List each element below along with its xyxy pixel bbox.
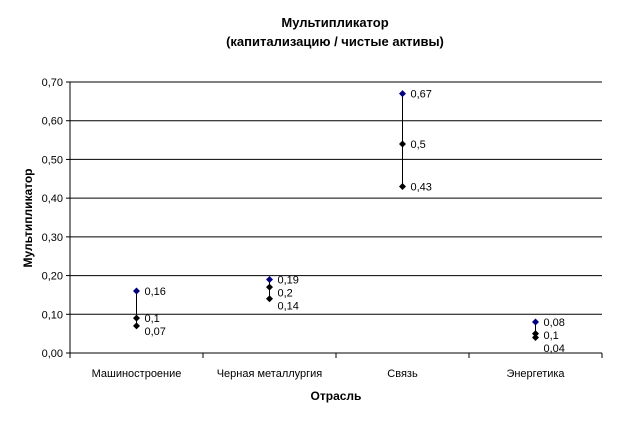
data-point-marker	[399, 90, 406, 98]
data-label: 0,43	[411, 182, 432, 194]
data-label: 0,1	[145, 313, 160, 325]
data-point-marker	[266, 283, 273, 291]
y-tick-label: 0,30	[42, 232, 63, 244]
data-point-marker	[133, 322, 140, 330]
y-tick-label: 0,70	[42, 77, 63, 89]
y-tick-label: 0,40	[42, 193, 63, 205]
x-tick-label: Энергетика	[506, 368, 565, 380]
data-label: 0,1	[544, 330, 559, 342]
y-tick-label: 0,20	[42, 271, 63, 283]
data-label: 0,04	[544, 343, 565, 355]
y-tick-label: 0,60	[42, 116, 63, 128]
data-point-marker	[532, 334, 539, 342]
y-axis-title: Мультипликатор	[21, 168, 35, 267]
data-label: 0,16	[145, 286, 166, 298]
chart-title: Мультипликатор	[281, 15, 388, 30]
data-label: 0,14	[278, 300, 299, 312]
data-point-marker	[266, 295, 273, 303]
y-tick-label: 0,10	[42, 309, 63, 321]
x-tick-label: Связь	[387, 368, 418, 380]
chart-subtitle: (капитализацию / чистые активы)	[226, 34, 444, 49]
data-label: 0,19	[278, 274, 299, 286]
data-label: 0,08	[544, 317, 565, 329]
data-label: 0,2	[278, 287, 293, 299]
x-tick-label: Машиностроение	[92, 368, 182, 380]
plot-area: 0,00 0,10 0,20 0,30 0,40 0,50 0,60 0,70 Машиност…	[42, 77, 603, 380]
data-point-marker	[399, 183, 406, 191]
x-axis-title: Отрасль	[311, 389, 362, 403]
data-label: 0,67	[411, 89, 432, 101]
data-point-marker	[266, 275, 273, 283]
y-tick-label: 0,00	[42, 348, 63, 360]
x-tick-label: Черная металлургия	[217, 368, 323, 380]
data-label: 0,5	[411, 139, 426, 151]
data-point-marker	[399, 140, 406, 148]
data-point-marker	[532, 318, 539, 326]
y-tick-label: 0,50	[42, 154, 63, 166]
data-label: 0,07	[145, 326, 166, 338]
data-point-marker	[532, 330, 539, 338]
data-point-marker	[133, 314, 140, 322]
data-point-marker	[133, 287, 140, 295]
